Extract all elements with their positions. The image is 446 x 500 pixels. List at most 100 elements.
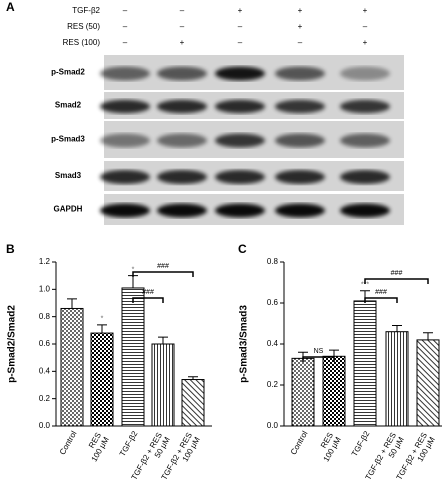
bar [385,331,409,427]
bar [151,343,175,427]
treatment-sign: – [123,6,128,15]
significance-mark: ### [391,270,403,277]
bar [322,355,346,427]
blot-band [340,170,390,184]
treatment-sign: + [363,38,368,47]
significance-mark: ### [375,289,387,296]
blot-band [100,133,150,148]
treatment-sign: – [238,38,243,47]
bar [416,339,440,427]
x-tick-label: RES100 μM [314,431,343,464]
error-bar [423,332,433,340]
y-tick-label: 0.8 [39,312,51,321]
treatment-sign: – [123,38,128,47]
significance-bracket [364,278,429,284]
treatment-sign: – [238,22,243,31]
blot-band [215,133,265,148]
x-tick-label-line: TGF-β2 [118,429,140,458]
error-bar [188,376,198,380]
y-tick-label: 0.0 [267,421,279,430]
blot-band [100,170,150,184]
bar [121,287,145,427]
x-tick-label: Control [58,429,79,456]
blot-label: Smad3 [55,171,82,180]
y-tick-label: 0.4 [267,339,279,348]
treatment-sign: – [298,38,303,47]
y-tick-label: 0.6 [39,339,51,348]
significance-mark: * [101,316,104,323]
blot-band [157,203,207,218]
blot-band [340,203,390,218]
blot-band [275,133,325,148]
blot-band [157,99,207,114]
y-tick-label: 0.2 [267,380,279,389]
error-bar [128,275,138,288]
treatment-label: TGF-β2 [72,6,100,15]
blot-band [100,66,150,81]
blot-label: Smad2 [55,101,82,110]
significance-bracket [302,356,335,362]
x-tick-label: Control [289,429,310,456]
blot-band [275,66,325,81]
treatment-sign: + [180,38,185,47]
blot-band [100,99,150,114]
y-tick-label: 0.4 [39,366,51,375]
treatment-sign: + [298,22,303,31]
y-tick-label: 0.0 [39,421,51,430]
error-bar [97,324,107,334]
blot-label: GAPDH [54,205,83,214]
error-bar [158,336,168,344]
panel-label: B [6,242,15,256]
bar [60,307,84,427]
error-bar [329,349,339,357]
significance-mark: ### [142,289,154,296]
bar [353,300,377,427]
treatment-sign: + [238,6,243,15]
treatment-sign: + [298,6,303,15]
x-tick-label: TGF-β2 [350,429,372,458]
significance-mark: * [132,267,135,274]
x-tick-label: TGF-β2 [118,429,140,458]
blot-band [215,203,265,218]
treatment-sign: – [363,22,368,31]
y-tick-label: 1.2 [39,257,51,266]
panel-label: A [6,0,15,14]
blot-band [275,99,325,114]
y-tick-label: 0.6 [267,298,279,307]
treatment-sign: + [363,6,368,15]
error-bar [67,298,77,309]
blot-band [275,203,325,218]
y-tick-label: 0.8 [267,257,279,266]
blot-band [215,99,265,114]
x-tick-label-line: Control [58,429,79,456]
blot-label: p-Smad3 [51,135,85,144]
treatment-label: RES (50) [67,22,100,31]
y-axis-label: p-Smad2/Smad2 [7,305,18,383]
y-tick-label: 1.0 [39,284,51,293]
y-axis-label: p-Smad3/Smad3 [239,305,250,383]
treatment-sign: – [180,22,185,31]
blot-band [215,170,265,184]
treatment-sign: – [123,22,128,31]
blot-band [215,66,265,81]
blot-band [157,133,207,148]
blot-band [100,203,150,218]
significance-mark: ### [157,263,169,270]
significance-mark: NS [314,348,324,355]
x-tick-label-line: TGF-β2 [350,429,372,458]
blot-band [340,66,390,81]
treatment-sign: – [180,6,185,15]
blot-band [275,170,325,184]
y-tick-label: 0.2 [39,394,51,403]
significance-bracket [132,297,164,303]
blot-band [340,99,390,114]
bar [181,379,205,427]
panel-label: C [238,242,247,256]
blot-band [340,133,390,148]
x-tick-label-line: Control [289,429,310,456]
significance-mark: *** [361,282,369,289]
bar [291,357,315,427]
bar [90,332,114,427]
treatment-label: RES (100) [63,38,101,47]
